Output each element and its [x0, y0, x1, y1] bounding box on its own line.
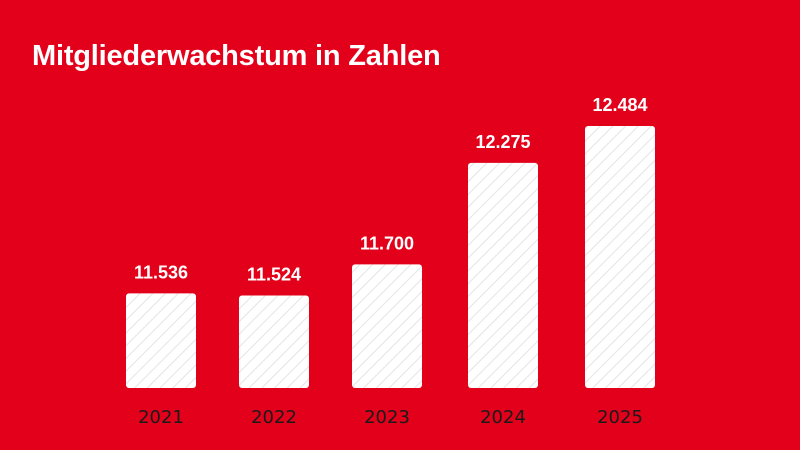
category-label-2025: 2025	[597, 407, 643, 428]
category-label-2021: 2021	[138, 407, 184, 428]
category-labels-group: 2021 2022 2023 2024 2025	[138, 407, 643, 428]
value-label-2025: 12.484	[592, 95, 647, 115]
bar-2021	[126, 293, 196, 388]
value-labels-group: 11.536 11.524 11.700 12.275 12.484	[134, 95, 648, 284]
bar-2023	[352, 264, 422, 388]
bar-2025	[585, 126, 655, 388]
value-label-2022: 11.524	[247, 264, 301, 284]
chart-title: Mitgliederwachstum in Zahlen	[32, 40, 441, 72]
value-label-2024: 12.275	[475, 132, 530, 152]
category-label-2023: 2023	[364, 407, 410, 428]
category-label-2022: 2022	[251, 407, 297, 428]
bars-group	[126, 126, 655, 388]
bar-2022	[239, 295, 309, 388]
bar-2024	[468, 162, 538, 388]
value-label-2021: 11.536	[134, 262, 188, 282]
value-label-2023: 11.700	[360, 233, 414, 253]
category-label-2024: 2024	[480, 407, 526, 428]
